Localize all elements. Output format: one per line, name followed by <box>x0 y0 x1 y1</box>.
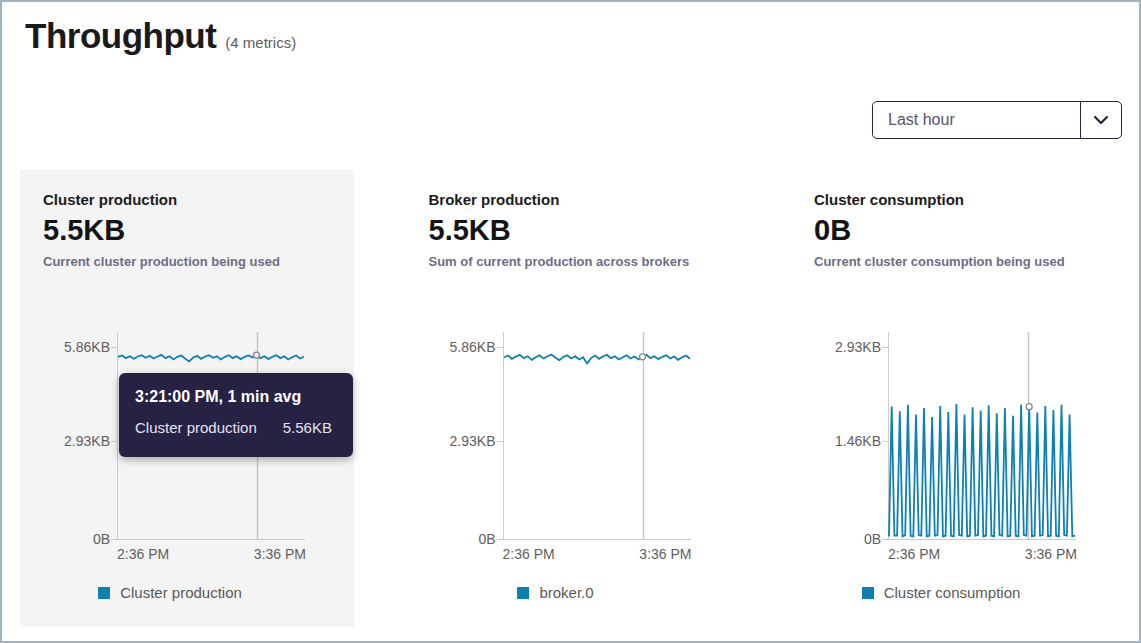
card-description: Current cluster consumption being used <box>814 254 1065 269</box>
time-range-value[interactable]: Last hour <box>873 102 1080 138</box>
card-description: Sum of current production across brokers <box>429 254 690 269</box>
card-cluster-production[interactable]: Cluster production 5.5KB Current cluster… <box>20 170 354 627</box>
page-title: Throughput <box>25 16 216 56</box>
legend-label: Cluster consumption <box>884 584 1021 601</box>
card-title: Cluster consumption <box>814 191 964 208</box>
legend-swatch <box>862 587 874 599</box>
y-axis-label: 5.86KB <box>406 339 496 355</box>
card-value: 5.5KB <box>429 214 511 247</box>
line-chart-plot[interactable] <box>888 332 1076 540</box>
chart-legend: broker.0 <box>406 584 706 601</box>
cluster-consumption-chart: 2.93KB 1.46KB 0B 2:36 PM 3:36 PM Cluster… <box>791 332 1125 612</box>
chart-legend: Cluster consumption <box>791 584 1091 601</box>
chevron-down-icon[interactable] <box>1080 102 1121 138</box>
legend-swatch <box>517 587 529 599</box>
throughput-dashboard: { "page": { "title": "Throughput", "metr… <box>0 0 1141 643</box>
card-value: 5.5KB <box>43 214 125 247</box>
y-axis-label: 2.93KB <box>791 339 881 355</box>
card-title: Cluster production <box>43 191 177 208</box>
x-axis-label: 3:36 PM <box>254 546 306 562</box>
metrics-count: (4 metrics) <box>225 34 296 51</box>
time-range-dropdown[interactable]: Last hour <box>872 101 1122 139</box>
legend-label: broker.0 <box>539 584 593 601</box>
x-axis-labels: 2:36 PM 3:36 PM <box>117 546 306 562</box>
x-axis-label: 3:36 PM <box>639 546 691 562</box>
page-header: Throughput (4 metrics) <box>25 16 296 56</box>
tooltip-row: Cluster production 5.56KB <box>135 419 337 436</box>
metric-cards-row: Cluster production 5.5KB Current cluster… <box>20 170 1125 627</box>
y-axis-label: 2.93KB <box>20 433 110 449</box>
x-axis-labels: 2:36 PM 3:36 PM <box>888 546 1077 562</box>
legend-swatch <box>98 587 110 599</box>
tooltip-time: 3:21:00 PM, 1 min avg <box>135 388 337 406</box>
y-axis-label: 0B <box>791 531 881 547</box>
legend-label: Cluster production <box>120 584 242 601</box>
card-broker-production[interactable]: Broker production 5.5KB Sum of current p… <box>406 170 740 627</box>
tooltip-series-value: 5.56KB <box>283 419 332 436</box>
broker-production-chart: 5.86KB 2.93KB 0B 2:36 PM 3:36 PM broker.… <box>406 332 740 612</box>
x-axis-label: 2:36 PM <box>888 546 940 562</box>
tooltip-series-name: Cluster production <box>135 419 257 436</box>
y-axis-label: 5.86KB <box>20 339 110 355</box>
card-cluster-consumption[interactable]: Cluster consumption 0B Current cluster c… <box>791 170 1125 627</box>
card-description: Current cluster production being used <box>43 254 280 269</box>
chart-legend: Cluster production <box>20 584 320 601</box>
card-title: Broker production <box>429 191 560 208</box>
y-axis-label: 0B <box>406 531 496 547</box>
card-value: 0B <box>814 214 851 247</box>
chart-tooltip: 3:21:00 PM, 1 min avg Cluster production… <box>119 373 353 457</box>
x-axis-labels: 2:36 PM 3:36 PM <box>503 546 692 562</box>
x-axis-label: 3:36 PM <box>1025 546 1077 562</box>
line-chart-plot[interactable] <box>503 332 691 540</box>
y-axis-label: 0B <box>20 531 110 547</box>
x-axis-label: 2:36 PM <box>503 546 555 562</box>
x-axis-label: 2:36 PM <box>117 546 169 562</box>
y-axis-label: 1.46KB <box>791 433 881 449</box>
y-axis-label: 2.93KB <box>406 433 496 449</box>
